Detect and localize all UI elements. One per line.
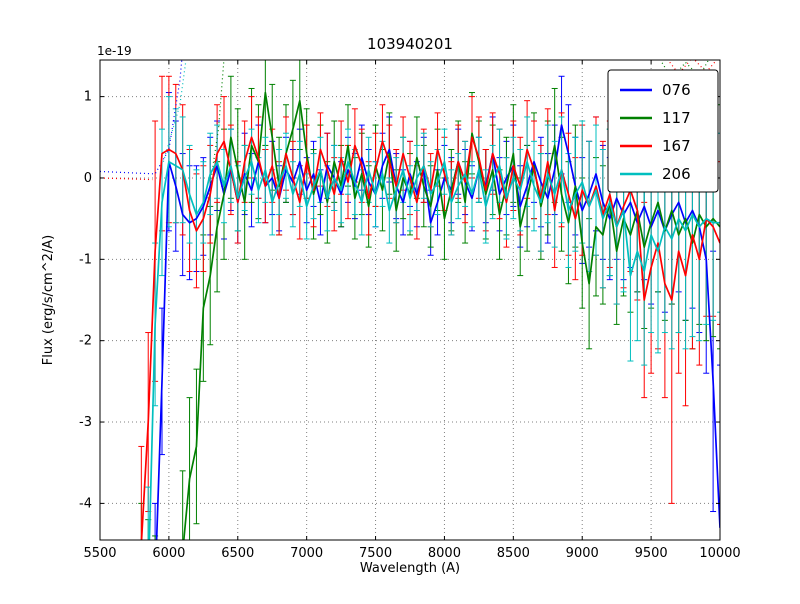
series-line-117 <box>182 91 720 540</box>
legend-box <box>607 69 719 193</box>
x-tick-label: 8000 <box>428 546 461 561</box>
legend <box>607 69 719 193</box>
x-tick-label: 9000 <box>566 546 599 561</box>
legend-label-117: 117 <box>662 109 691 127</box>
x-tick-label: 7000 <box>290 546 323 561</box>
y-axis-label: Flux (erg/s/cm^2/A) <box>41 235 56 365</box>
y-tick-label: 1 <box>84 90 92 105</box>
dotted-guide-1 <box>100 177 153 181</box>
y-tick-label: 0 <box>84 171 92 186</box>
y-tick-label: -2 <box>79 334 92 349</box>
legend-label-167: 167 <box>662 137 691 155</box>
y-tick-label: -4 <box>79 496 92 511</box>
x-tick-label: 6000 <box>152 546 185 561</box>
series-line-167 <box>140 136 720 540</box>
y-tick-label: -3 <box>79 415 92 430</box>
x-tick-label: 6500 <box>221 546 254 561</box>
x-tick-label: 8500 <box>497 546 530 561</box>
chart-title: 103940201 <box>367 35 453 53</box>
legend-label-206: 206 <box>662 165 691 183</box>
x-tick-label: 7500 <box>359 546 392 561</box>
offset-text: 1e-19 <box>97 44 132 58</box>
dotted-guide-4 <box>659 60 710 80</box>
series-line-206 <box>148 160 720 540</box>
dotted-guide-0 <box>100 60 183 175</box>
x-tick-label: 10000 <box>699 546 740 561</box>
x-tick-label: 5500 <box>83 546 116 561</box>
legend-label-076: 076 <box>662 81 691 99</box>
x-axis-label: Wavelength (A) <box>360 561 460 576</box>
y-tick-label: -1 <box>79 252 92 267</box>
axes-frame <box>99 59 721 541</box>
x-tick-label: 9500 <box>635 546 668 561</box>
